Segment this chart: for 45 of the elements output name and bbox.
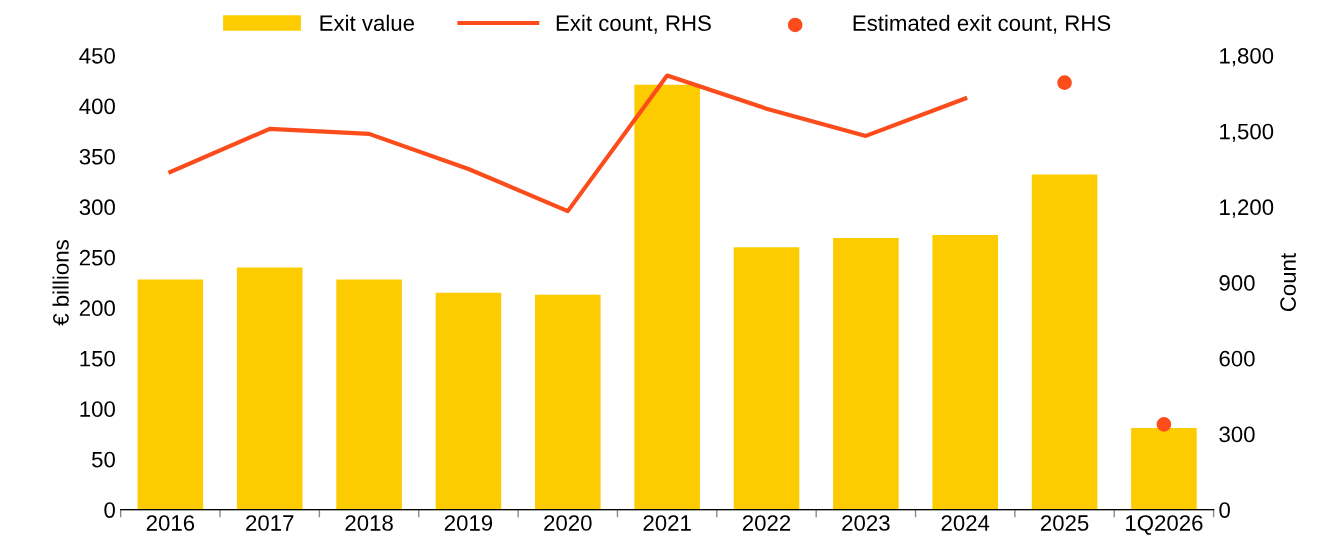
y-tick-label: 50: [92, 451, 115, 468]
bar: [1131, 427, 1197, 510]
y-tick-label: 150: [80, 350, 115, 367]
y-tick-label: 200: [79, 300, 115, 317]
legend-label: Exit count, RHS: [556, 14, 711, 34]
bar: [1031, 174, 1098, 510]
bar: [435, 292, 502, 510]
y-axis-title: € billions: [52, 240, 69, 326]
bar: [733, 247, 800, 510]
x-tick-label: 2023: [842, 515, 890, 531]
y-tick-label: 300: [79, 199, 115, 216]
y2-tick-label: 1,800: [1220, 47, 1274, 67]
y2-tick-label: 600: [1219, 350, 1255, 367]
y2-axis-title: Count: [1280, 253, 1296, 312]
legend-label: Exit value: [320, 14, 415, 32]
y-tick-label: 350: [79, 148, 115, 165]
x-tick-label: 2021: [643, 515, 691, 531]
y-tick-label: 400: [79, 98, 115, 115]
bar: [932, 235, 998, 510]
bar: [634, 84, 700, 510]
x-tick-label: 2025: [1040, 515, 1089, 531]
y2-tick-label: 300: [1219, 426, 1255, 443]
y2-tick-label: 0: [1219, 502, 1230, 518]
x-tick-label: 2017: [246, 515, 294, 531]
bar: [236, 267, 303, 510]
bar: [535, 294, 601, 510]
y2-tick-label: 900: [1219, 275, 1255, 291]
x-tick-label: 2020: [544, 515, 592, 531]
y2-tick-label: 1,500: [1220, 123, 1274, 143]
y-tick-label: 250: [79, 249, 115, 266]
x-tick-label: 2019: [444, 515, 493, 531]
x-tick-label: 2016: [146, 515, 195, 531]
bar: [833, 238, 899, 510]
y-tick-label: 450: [79, 47, 115, 64]
x-tick-label: 2018: [345, 515, 393, 531]
y-tick-label: 100: [80, 401, 115, 417]
bar: [137, 279, 204, 510]
line-series: [168, 73, 968, 214]
x-tick-label: 1Q2026: [1126, 515, 1203, 535]
legend-label: Estimated exit count, RHS: [853, 14, 1111, 34]
x-tick-label: 2022: [742, 515, 791, 531]
bar: [336, 279, 402, 510]
y-tick-label: 0: [104, 502, 115, 518]
y2-tick-label: 1,200: [1220, 199, 1274, 218]
x-tick-label: 2024: [941, 515, 990, 531]
